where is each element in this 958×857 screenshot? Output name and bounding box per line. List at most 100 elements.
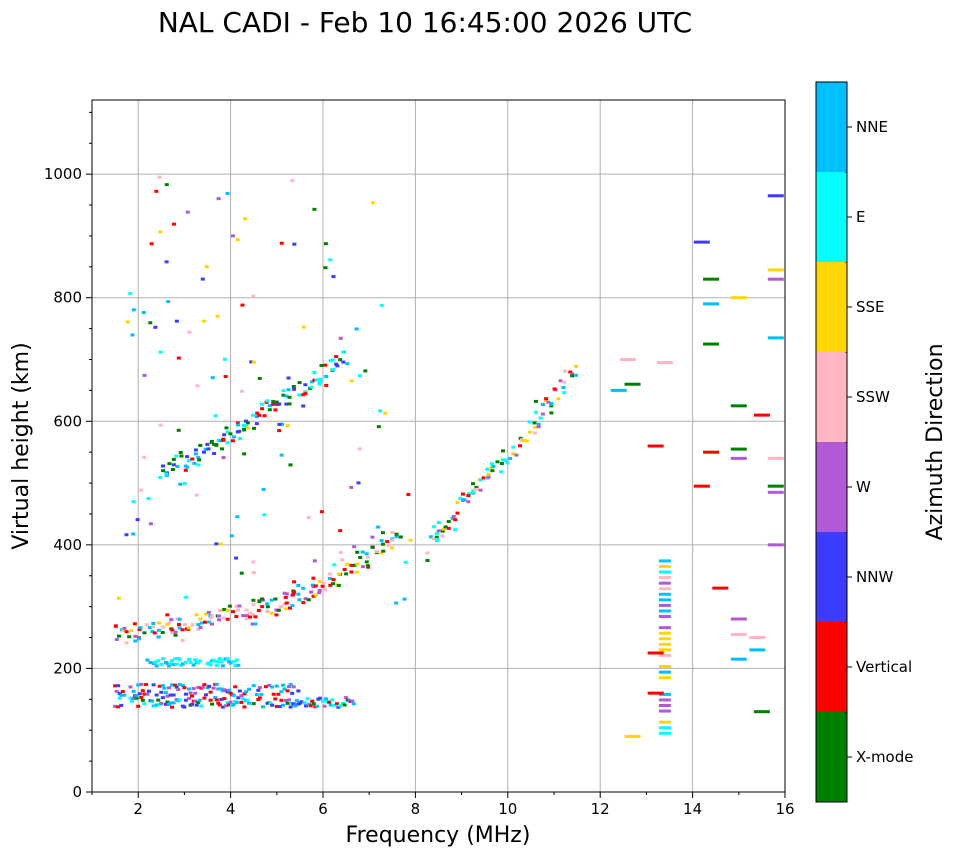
echo-mark xyxy=(703,342,720,346)
echo-mark xyxy=(443,525,448,529)
echo-mark xyxy=(342,568,347,572)
echo-mark xyxy=(658,731,671,735)
echo-mark xyxy=(173,683,178,687)
echo-mark xyxy=(241,614,246,618)
echo-mark xyxy=(312,559,317,563)
echo-mark xyxy=(171,701,176,705)
echo-mark xyxy=(500,458,505,462)
echo-mark xyxy=(455,501,460,505)
echo-mark xyxy=(198,617,203,621)
echo-mark xyxy=(556,397,561,401)
echo-mark xyxy=(191,686,196,690)
echo-mark xyxy=(116,684,121,688)
echo-mark xyxy=(297,393,302,397)
echo-mark xyxy=(658,709,671,713)
echo-mark xyxy=(656,361,673,365)
echo-mark xyxy=(365,555,370,559)
x-tick-label: 8 xyxy=(411,800,421,818)
echo-mark xyxy=(127,635,132,639)
echo-mark xyxy=(304,704,309,708)
echo-mark xyxy=(398,535,403,539)
echo-mark xyxy=(255,411,260,415)
echo-mark xyxy=(730,657,747,661)
echo-mark xyxy=(462,498,467,502)
echo-mark xyxy=(193,699,198,703)
echo-mark xyxy=(658,692,671,696)
echo-mark xyxy=(231,693,236,697)
echo-mark xyxy=(712,586,729,590)
echo-mark xyxy=(202,696,207,700)
echo-mark xyxy=(135,518,140,522)
echo-mark xyxy=(365,564,370,568)
echo-mark xyxy=(257,600,262,604)
echo-mark xyxy=(334,362,339,366)
echo-mark xyxy=(119,703,124,707)
echo-mark xyxy=(133,639,138,643)
echo-mark xyxy=(338,551,343,555)
echo-mark xyxy=(227,688,232,692)
echo-mark xyxy=(147,626,152,630)
echo-mark xyxy=(363,369,368,373)
echo-mark xyxy=(259,692,264,696)
echo-mark xyxy=(349,379,354,383)
echo-mark xyxy=(203,612,208,616)
echo-mark xyxy=(129,629,134,633)
echo-mark xyxy=(305,697,310,701)
echo-mark xyxy=(213,696,218,700)
echo-mark xyxy=(218,439,223,443)
echo-mark xyxy=(544,397,549,401)
echo-mark xyxy=(238,437,243,441)
plot-area: 2 4 6 8 10 12 14 16 0 200 400 600 800 1000 xyxy=(44,99,795,818)
echo-mark xyxy=(161,464,166,468)
echo-mark xyxy=(206,610,211,614)
echo-mark xyxy=(157,684,162,688)
echo-mark xyxy=(236,608,241,612)
echo-mark xyxy=(251,426,256,430)
echo-mark xyxy=(220,664,225,668)
echo-mark xyxy=(386,543,391,547)
echo-mark xyxy=(658,559,671,563)
echo-mark xyxy=(340,558,345,562)
echo-mark xyxy=(175,464,180,468)
echo-mark xyxy=(380,542,385,546)
echo-mark xyxy=(314,704,319,708)
echo-mark xyxy=(568,370,573,374)
echo-mark xyxy=(434,531,439,535)
echo-mark xyxy=(231,435,236,439)
echo-mark xyxy=(658,603,671,607)
echo-mark xyxy=(160,684,165,688)
echo-mark xyxy=(321,581,326,585)
echo-mark xyxy=(370,535,375,539)
echo-mark xyxy=(185,455,190,459)
echo-mark xyxy=(250,622,255,626)
echo-mark xyxy=(196,463,201,467)
echo-mark xyxy=(337,704,342,708)
echo-mark xyxy=(124,641,129,645)
echo-mark xyxy=(202,683,207,687)
echo-mark xyxy=(139,682,144,686)
echo-mark xyxy=(240,303,245,307)
echo-mark xyxy=(434,535,439,539)
echo-mark xyxy=(231,703,236,707)
echo-mark xyxy=(309,385,314,389)
echo-mark xyxy=(292,590,297,594)
echo-mark xyxy=(240,697,245,701)
echo-mark xyxy=(213,414,218,418)
echo-mark xyxy=(234,556,239,560)
echo-mark xyxy=(274,608,279,612)
echo-mark xyxy=(355,562,360,566)
echo-mark xyxy=(150,699,155,703)
echo-mark xyxy=(561,385,566,389)
colorbar: X-mode Vertical NNW W SSW SSE E NNE xyxy=(815,81,913,803)
echo-mark xyxy=(183,692,188,696)
x-tick-label: 14 xyxy=(683,800,702,818)
echo-mark xyxy=(254,415,259,419)
echo-mark xyxy=(257,376,262,380)
echo-mark xyxy=(214,698,219,702)
echo-mark xyxy=(490,469,495,473)
echo-mark xyxy=(703,302,720,306)
echo-mark xyxy=(138,626,143,630)
echo-mark xyxy=(390,546,395,550)
echo-mark xyxy=(261,487,266,491)
echo-mark xyxy=(216,197,221,201)
